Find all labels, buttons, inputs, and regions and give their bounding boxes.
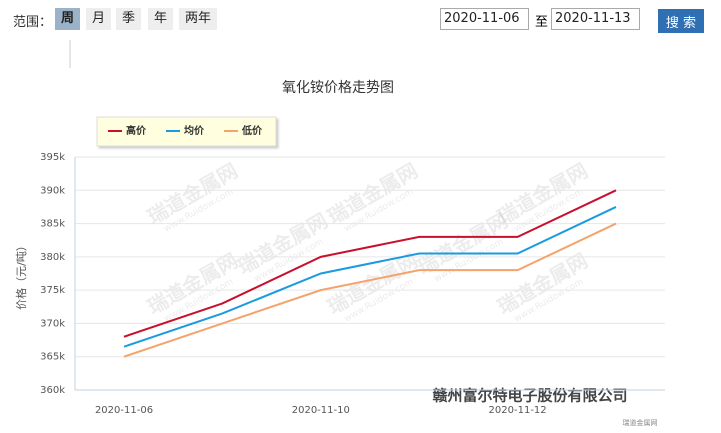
series-line <box>123 222 617 358</box>
to-label: 至 <box>535 15 549 30</box>
start-date-input[interactable]: 2020-11-06 <box>440 8 529 30</box>
x-tick-label: 2020-11-06 <box>95 405 153 416</box>
range-button[interactable]: 季 <box>116 8 142 30</box>
range-button[interactable]: 周 <box>55 8 81 30</box>
end-date-input[interactable]: 2020-11-13 <box>551 8 640 30</box>
x-tick-label: 2020-11-12 <box>489 405 547 416</box>
legend-box <box>96 116 277 147</box>
range-button[interactable]: 两年 <box>179 8 218 30</box>
y-tick-label: 390k <box>40 185 65 196</box>
range-label: 范围： <box>13 15 53 30</box>
x-tick-label: 2020-11-10 <box>292 405 350 416</box>
y-tick-label: 395k <box>40 152 65 163</box>
source-mark: 赣州富尔特电子股份有限公司 <box>432 387 627 405</box>
credit: 瑞道金属网 <box>623 418 658 427</box>
legend-label: 均价 <box>184 124 205 137</box>
y-tick-label: 365k <box>40 352 65 363</box>
chart-title: 氧化铵价格走势图 <box>282 80 394 96</box>
legend-label: 低价 <box>241 124 263 137</box>
y-tick-label: 385k <box>40 219 65 230</box>
legend-label: 高价 <box>126 124 147 137</box>
chart: 氧化铵价格走势图 价格（元/吨） 赣州富尔特电子股份有限公司 瑞道金属网 瑞道金… <box>14 40 665 427</box>
series-line <box>123 206 617 348</box>
y-tick-label: 370k <box>40 318 65 329</box>
search-button[interactable]: 搜 索 <box>658 9 704 33</box>
y-axis-label: 价格（元/吨） <box>14 240 28 310</box>
y-tick-label: 380k <box>40 252 65 263</box>
range-button[interactable]: 年 <box>148 8 174 30</box>
y-tick-label: 375k <box>40 285 65 296</box>
series-line <box>123 189 617 338</box>
range-button[interactable]: 月 <box>86 8 112 30</box>
toolbar: 范围： 周 月 季 年 两年 2020-11-06 至 2020-11-13 搜… <box>0 0 721 40</box>
y-tick-label: 360k <box>40 385 65 396</box>
